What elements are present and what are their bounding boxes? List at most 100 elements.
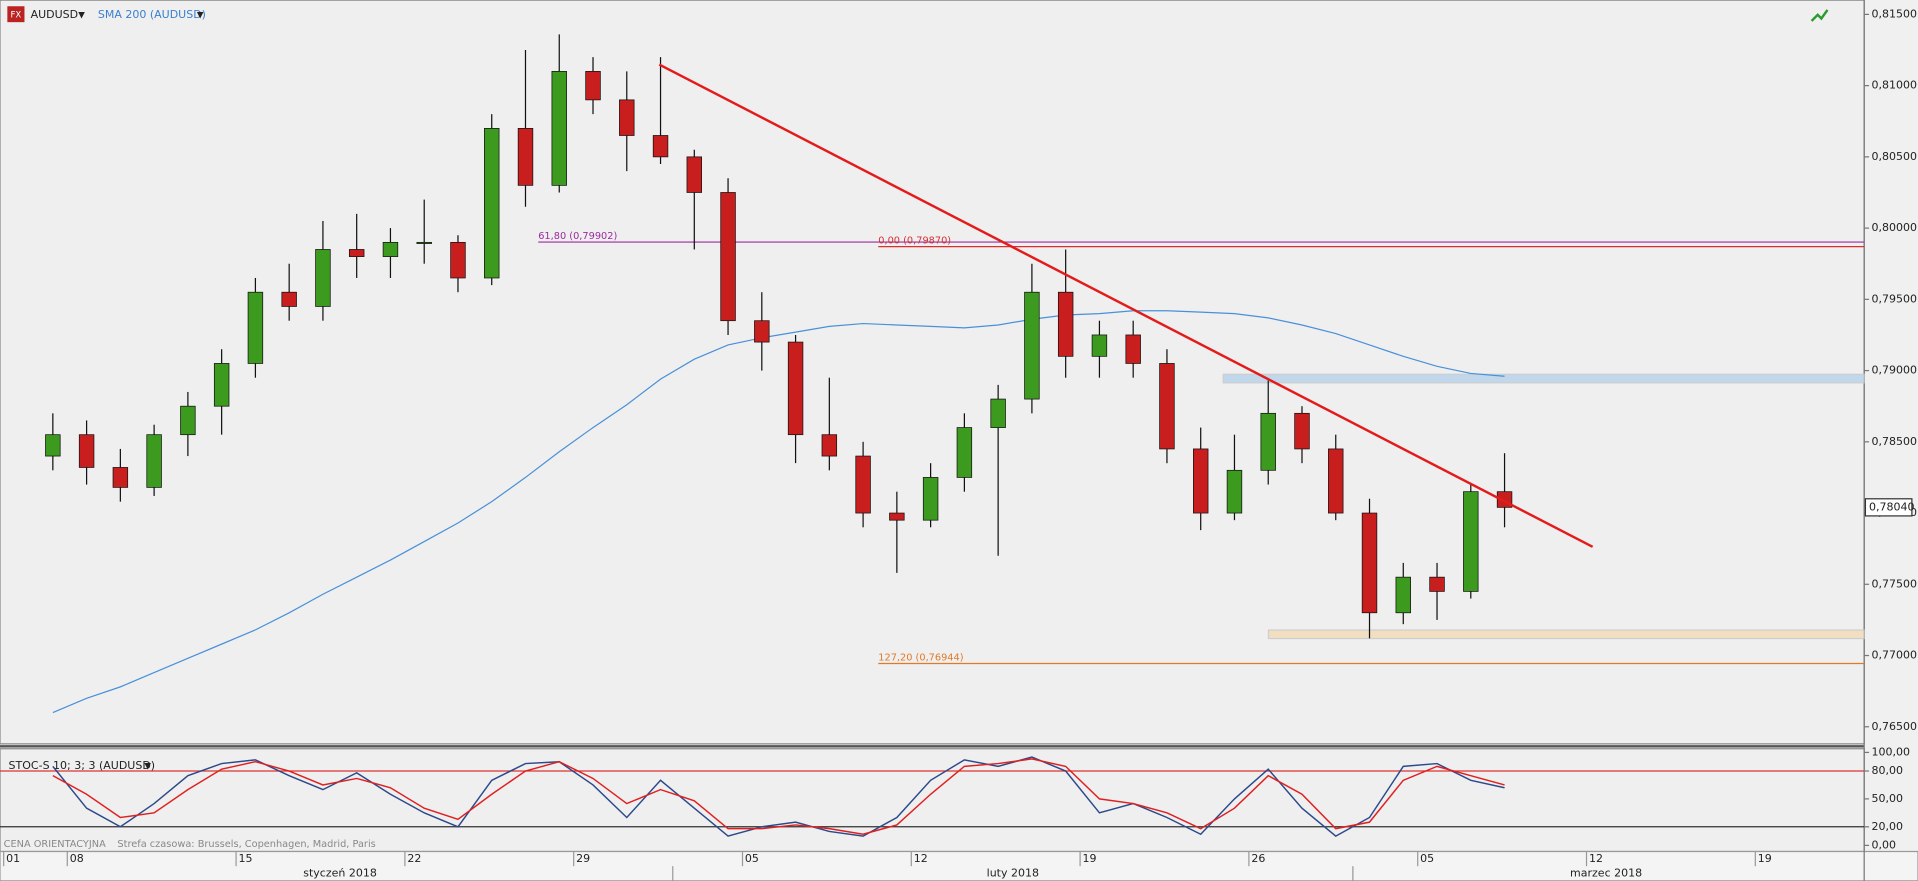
candle-body: [78, 434, 95, 468]
candle-body: [990, 398, 1006, 428]
y-tick-label: 0,77000: [1872, 649, 1918, 662]
y-tick-label: 0,81500: [1872, 7, 1918, 20]
x-tick-label: 05: [745, 852, 759, 865]
x-tick-label: 05: [1420, 852, 1434, 865]
oscillator-name[interactable]: STOC-S 10; 3; 3 (AUDUSD): [9, 759, 156, 772]
y-tick-label: 0,77500: [1872, 577, 1918, 590]
dropdown-arrow[interactable]: ▼: [197, 10, 204, 20]
y-tick-label: 50,00: [1872, 792, 1904, 805]
candle-body: [551, 71, 567, 186]
x-tick-label: 12: [914, 852, 928, 865]
indicator-name[interactable]: SMA 200 (AUDUSD): [98, 8, 206, 21]
y-tick-label: 80,00: [1872, 764, 1904, 777]
candle-body: [180, 405, 196, 436]
oscillator-line: [52, 756, 1505, 837]
candle-body: [1260, 412, 1276, 471]
candle-body: [956, 427, 973, 478]
fib-label: 0,00 (0,79870): [878, 236, 951, 247]
timezone-note: Strefa czasowa: Brussels, Copenhagen, Ma…: [117, 839, 375, 850]
candle-body: [1463, 491, 1479, 592]
time-axis: [0, 850, 1918, 881]
candle-body: [112, 467, 129, 488]
candle-body: [922, 477, 939, 521]
main-panel: [0, 0, 1865, 745]
candle-body: [787, 341, 804, 436]
x-tick-label: 12: [1589, 852, 1603, 865]
symbol[interactable]: AUDUSD: [31, 8, 79, 21]
candle-body: [382, 241, 399, 257]
y-tick-label: 0,80500: [1872, 150, 1918, 163]
candle-body: [1328, 448, 1344, 514]
x-tick-label: 19: [1758, 852, 1772, 865]
zone: [1267, 629, 1865, 640]
candle-body: [517, 128, 534, 186]
y-tick-label: 0,76500: [1872, 720, 1918, 733]
candle-body: [450, 241, 466, 279]
candle-body: [1091, 334, 1108, 357]
candle-body: [1361, 512, 1378, 614]
candle-body: [315, 249, 331, 307]
zone: [1222, 373, 1865, 384]
candle-body: [1395, 576, 1411, 614]
symbol-icon: [7, 6, 25, 23]
x-tick-label: 19: [1083, 852, 1097, 865]
price-note: CENA ORIENTACYJNA: [4, 839, 106, 850]
dropdown-arrow[interactable]: ▼: [78, 10, 85, 20]
x-tick-label: 15: [239, 852, 253, 865]
candle-body: [281, 291, 297, 307]
candle-body: [1193, 448, 1209, 514]
fib-label: 127,20 (0,76944): [878, 652, 963, 663]
y-tick-label: 100,00: [1872, 745, 1911, 758]
y-tick-label: 0,79000: [1872, 364, 1918, 377]
candle-body: [754, 320, 770, 343]
month-label: luty 2018: [987, 867, 1039, 880]
candle-body: [1057, 291, 1074, 357]
candle-body: [1226, 469, 1243, 514]
candle-body: [585, 71, 601, 101]
candle-body: [1159, 363, 1175, 450]
x-tick-label: 01: [6, 852, 20, 865]
candle-body: [247, 291, 264, 364]
last-price-label: 0,78040: [1869, 500, 1915, 513]
trendline: [658, 63, 1594, 548]
x-tick-label: 22: [407, 852, 421, 865]
symbol-icon-text: FX: [11, 10, 22, 20]
candle-body: [484, 128, 500, 279]
candle-body: [213, 363, 230, 407]
y-tick-label: 20,00: [1872, 820, 1904, 833]
candle-body: [1024, 291, 1040, 400]
candle-body: [1429, 576, 1445, 592]
candle-body: [652, 135, 669, 158]
candle-body: [720, 192, 736, 322]
trend-icon[interactable]: [1810, 9, 1829, 22]
last-price-box: [1864, 498, 1913, 517]
month-label: styczeń 2018: [303, 867, 377, 880]
y-tick-label: 0,79500: [1872, 292, 1918, 305]
y-tick-label: 0,81000: [1872, 79, 1918, 92]
candle-body: [1125, 334, 1141, 364]
month-label: marzec 2018: [1570, 867, 1642, 880]
candle-body: [686, 156, 703, 193]
oscillator-line: [52, 758, 1505, 835]
candle-body: [821, 434, 838, 457]
candle-body: [146, 434, 162, 488]
fib-label: 61,80 (0,79902): [538, 231, 617, 242]
oscillator-panel: [0, 748, 1865, 853]
y-tick-label: 0,80000: [1872, 221, 1918, 234]
candle-body: [416, 241, 432, 244]
x-tick-label: 29: [576, 852, 590, 865]
candle-body: [45, 434, 61, 457]
sma-line: [52, 310, 1505, 714]
candle-body: [1294, 412, 1310, 450]
y-tick-label: 0,78500: [1872, 435, 1918, 448]
candle-body: [619, 99, 635, 136]
candle-body: [348, 249, 365, 257]
dropdown-arrow[interactable]: ▼: [144, 761, 151, 771]
x-tick-label: 26: [1251, 852, 1265, 865]
x-tick-label: 08: [70, 852, 84, 865]
candle-body: [855, 455, 871, 514]
candle-body: [889, 512, 905, 521]
y-tick-label: 0,00: [1872, 838, 1897, 851]
